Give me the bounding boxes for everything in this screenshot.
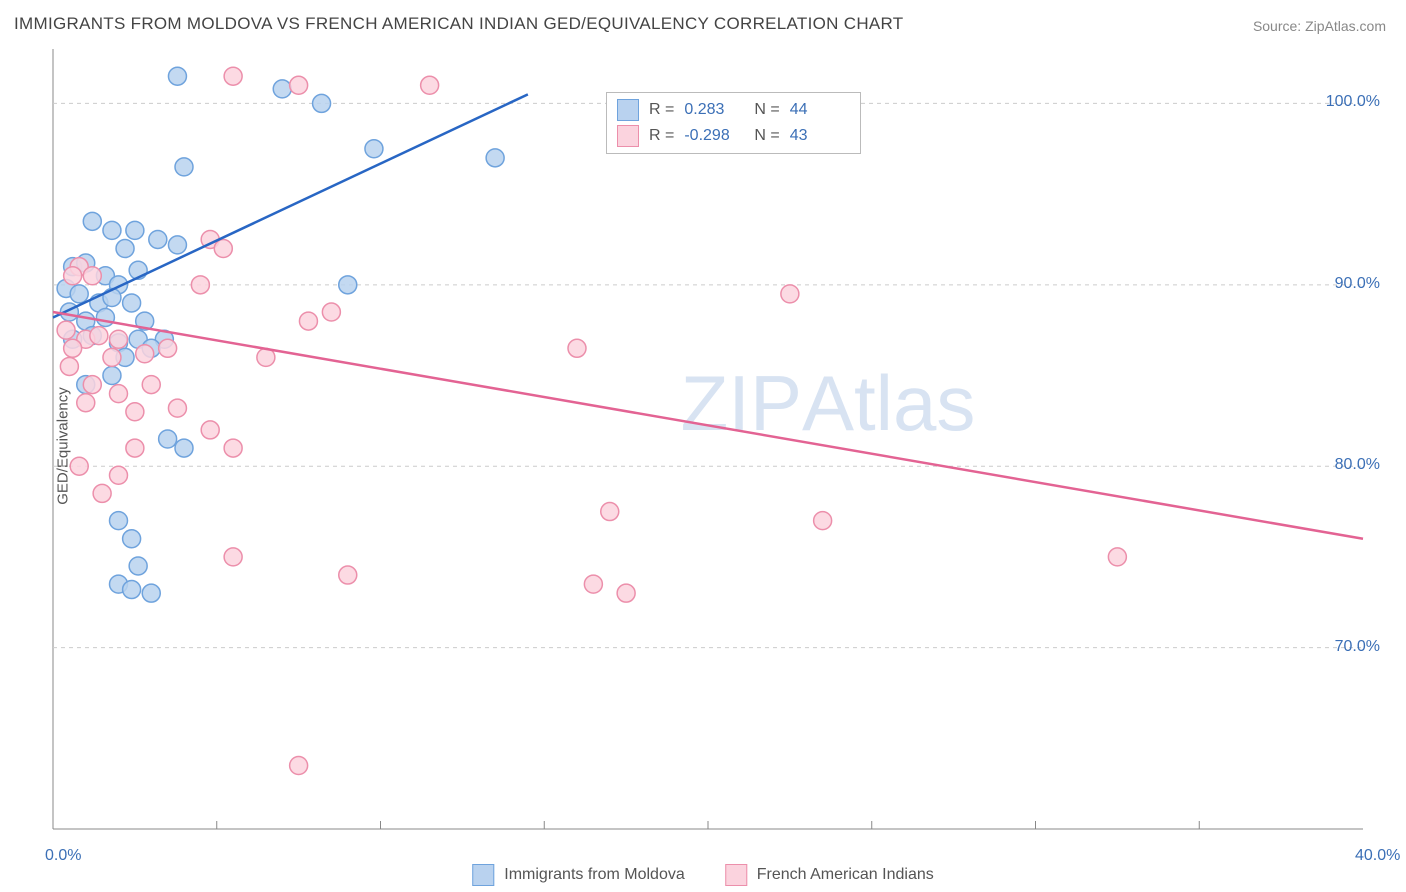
stat-r-value: -0.298: [684, 127, 744, 145]
chart-area: ZIPAtlas R = 0.283 N = 44 R = -0.298 N = 43 70.…: [48, 44, 1388, 844]
x-tick-label: 40.0%: [1355, 847, 1400, 865]
chart-container: IMMIGRANTS FROM MOLDOVA VS FRENCH AMERIC…: [0, 0, 1406, 892]
stat-n-value: 43: [790, 127, 850, 145]
x-tick-label: 0.0%: [45, 847, 81, 865]
correlation-stats-box: R = 0.283 N = 44 R = -0.298 N = 43: [606, 92, 861, 154]
series-swatch-icon: [617, 99, 639, 121]
y-tick-label: 90.0%: [1335, 275, 1380, 293]
y-tick-label: 80.0%: [1335, 456, 1380, 474]
stat-r-value: 0.283: [684, 101, 744, 119]
stat-row: R = 0.283 N = 44: [617, 97, 850, 123]
scatter-plot: ZIPAtlas: [48, 44, 1368, 834]
stat-r-label: R =: [649, 127, 674, 145]
legend-item: French American Indians: [725, 864, 934, 886]
legend-swatch-icon: [725, 864, 747, 886]
legend-label: French American Indians: [757, 866, 934, 884]
svg-text:ZIPAtlas: ZIPAtlas: [681, 359, 976, 447]
stat-row: R = -0.298 N = 43: [617, 123, 850, 149]
stat-n-label: N =: [754, 101, 779, 119]
chart-title: IMMIGRANTS FROM MOLDOVA VS FRENCH AMERIC…: [14, 14, 904, 34]
stat-r-label: R =: [649, 101, 674, 119]
series-swatch-icon: [617, 125, 639, 147]
legend: Immigrants from Moldova French American I…: [472, 864, 933, 886]
source-attribution: Source: ZipAtlas.com: [1253, 18, 1386, 34]
stat-n-value: 44: [790, 101, 850, 119]
legend-item: Immigrants from Moldova: [472, 864, 685, 886]
legend-label: Immigrants from Moldova: [504, 866, 685, 884]
stat-n-label: N =: [754, 127, 779, 145]
y-tick-label: 100.0%: [1326, 93, 1380, 111]
legend-swatch-icon: [472, 864, 494, 886]
y-tick-label: 70.0%: [1335, 638, 1380, 656]
